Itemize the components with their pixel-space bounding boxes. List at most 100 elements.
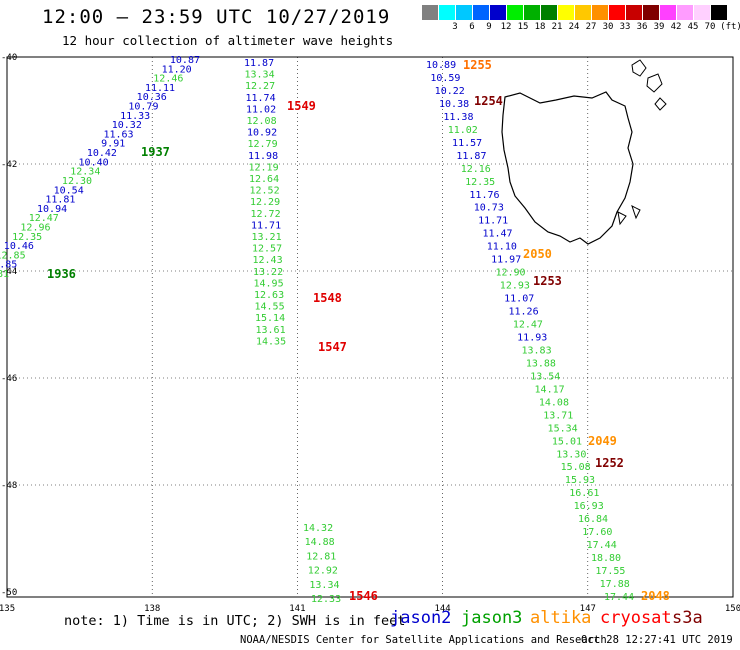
wave-height-reading: 12.47 (513, 320, 543, 331)
wave-height-reading: 11.11 (145, 83, 175, 94)
scale-label: 27 (585, 22, 597, 32)
wave-height-reading: 10.92 (247, 128, 277, 139)
time-label: 2050 (523, 247, 552, 261)
scale-swatch (643, 5, 659, 20)
wave-height-reading: 12.29 (250, 197, 280, 208)
scale-unit: (ft) (720, 22, 740, 32)
wave-height-reading: 17.44 (604, 592, 634, 603)
time-label: 1548 (313, 291, 342, 305)
map-frame (6, 56, 734, 598)
wave-height-reading: 11.20 (162, 64, 192, 75)
lon-tick-label: 141 (289, 604, 305, 614)
wave-height-reading: 11.10 (487, 242, 517, 253)
wave-height-reading: 11.71 (251, 220, 281, 231)
wave-height-reading: 12.81 (306, 551, 336, 562)
wave-height-reading: 12.16 (461, 164, 491, 175)
wave-height-reading: 15.14 (255, 313, 285, 324)
wave-height-reading: 10.89 (426, 60, 456, 71)
wave-height-reading: 10.38 (439, 99, 469, 110)
wave-height-reading: 15.34 (548, 423, 578, 434)
wave-height-reading: 11.71 (478, 216, 508, 227)
wave-height-reading: 16.93 (574, 501, 604, 512)
wave-height-reading: 12.19 (249, 162, 279, 173)
wave-height-reading: 12.72 (251, 209, 281, 220)
scale-swatch (694, 5, 710, 20)
wave-height-reading: 11.07 (504, 294, 534, 305)
scale-swatch (677, 5, 693, 20)
scale-swatch (473, 5, 489, 20)
wave-height-reading: 13.88 (526, 358, 556, 369)
scale-label: 21 (551, 22, 563, 32)
wave-height-reading: 11.87 (456, 151, 486, 162)
scale-label: 9 (486, 22, 492, 32)
wave-height-reading: 11.57 (452, 138, 482, 149)
scale-label: 6 (469, 22, 475, 32)
wave-height-reading: 10.94 (37, 204, 67, 215)
wave-height-reading: 12.57 (252, 244, 282, 255)
scale-label: 24 (568, 22, 580, 32)
wave-height-reading: 10.42 (87, 148, 117, 159)
scale-label: 39 (653, 22, 665, 32)
wave-height-reading: 14.95 (254, 278, 284, 289)
scale-label: 70 (704, 22, 716, 32)
scale-label: 30 (602, 22, 614, 32)
wave-height-reading: 11.97 (491, 255, 521, 266)
wave-height-reading: 11.33 (120, 111, 150, 122)
wave-height-reading: 12.47 (29, 213, 59, 224)
scale-swatch (660, 5, 676, 20)
wave-height-reading: 12.81 (0, 269, 9, 280)
wave-height-reading: 11.02 (448, 125, 478, 136)
scale-swatch (575, 5, 591, 20)
time-label: 1253 (533, 274, 562, 288)
wave-height-reading: 15.01 (552, 436, 582, 447)
island-outline (654, 97, 667, 111)
wave-height-reading: 15.08 (561, 462, 591, 473)
legend-jason2: jason2 (390, 608, 452, 628)
legend-s3a: s3a (672, 608, 703, 628)
footer-timestamp: Oct 28 12:27:41 UTC 2019 (581, 634, 733, 646)
lat-tick-label: -44 (1, 267, 17, 277)
wave-height-reading: 11.81 (45, 195, 75, 206)
wave-height-reading: 12.85 (0, 250, 26, 261)
time-label: 1937 (141, 145, 170, 159)
wave-height-reading: 12.93 (500, 281, 530, 292)
wave-height-reading: 10.59 (430, 73, 460, 84)
island-outline (631, 59, 647, 77)
page-subtitle: 12 hour collection of altimeter wave hei… (62, 33, 394, 48)
wave-height-reading: 10.36 (137, 92, 167, 103)
time-label: 1254 (474, 94, 503, 108)
wave-height-reading: 11.76 (469, 190, 499, 201)
lon-tick-label: 135 (0, 604, 15, 614)
time-label: 1547 (318, 340, 347, 354)
time-label: 2049 (588, 434, 617, 448)
scale-label: 33 (619, 22, 631, 32)
wave-height-reading: 12.52 (250, 186, 280, 197)
wave-height-reading: 11.87 (244, 58, 274, 69)
scale-swatch (507, 5, 523, 20)
scale-swatch (541, 5, 557, 20)
wave-height-reading: 11.26 (508, 307, 538, 318)
island-outline (617, 211, 627, 226)
scale-swatch (456, 5, 472, 20)
scale-swatch (439, 5, 455, 20)
lon-tick-label: 150 (725, 604, 740, 614)
island-outline (646, 73, 663, 93)
wave-height-reading: 12.30 (62, 176, 92, 187)
lat-tick-label: -50 (1, 588, 17, 598)
wave-height-reading: 13.30 (556, 449, 586, 460)
wave-height-reading: 12.63 (254, 290, 284, 301)
wave-height-reading: 11.02 (246, 104, 276, 115)
lon-tick-label: 138 (144, 604, 160, 614)
wave-height-reading: 14.35 (256, 336, 286, 347)
lat-tick-label: -48 (1, 481, 17, 491)
wave-height-reading: 11.38 (443, 112, 473, 123)
wave-height-reading: 12.35 (465, 177, 495, 188)
footer-credit: NOAA/NESDIS Center for Satellite Applica… (240, 634, 607, 646)
wave-height-reading: 13.22 (253, 267, 283, 278)
scale-label: 3 (452, 22, 458, 32)
wave-height-reading: 11.98 (248, 151, 278, 162)
scale-swatch (524, 5, 540, 20)
wave-height-reading: 13.34 (309, 580, 339, 591)
wave-height-reading: 18.80 (591, 553, 621, 564)
